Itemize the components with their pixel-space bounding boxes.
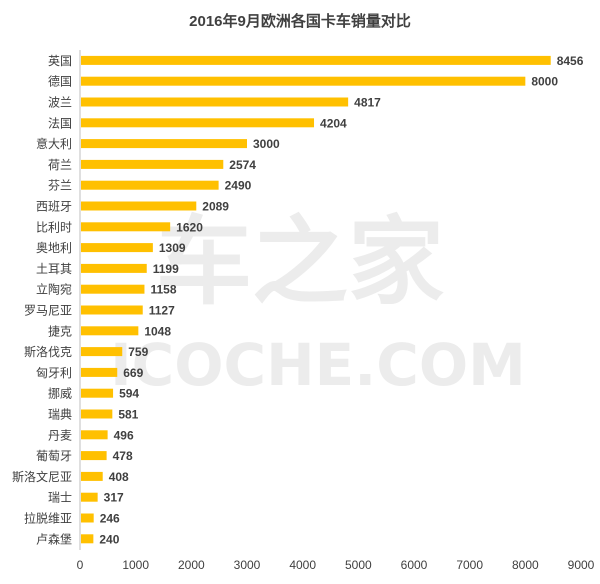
bar-value-label: 1158 xyxy=(150,283,176,297)
bar-value-label: 408 xyxy=(109,470,129,484)
x-axis-ticks: 0 1000 2000 3000 4000 5000 6000 7000 8000 9000 xyxy=(77,558,595,572)
bar-value-label: 2089 xyxy=(202,200,229,214)
x-tick-label: 1000 xyxy=(122,558,149,572)
bar-value-label: 1048 xyxy=(144,324,171,338)
category-label: 意大利 xyxy=(36,136,72,151)
bar xyxy=(81,367,118,377)
category-label: 斯洛文尼亚 xyxy=(12,469,72,484)
bar xyxy=(81,118,315,128)
category-label: 斯洛伐克 xyxy=(24,344,72,359)
bar-value-label: 246 xyxy=(100,512,120,526)
bar-value-label: 4817 xyxy=(354,96,381,110)
x-tick-label: 8000 xyxy=(512,558,539,572)
category-label: 德国 xyxy=(48,74,72,89)
bar xyxy=(81,76,526,86)
bar-value-label: 496 xyxy=(114,428,134,442)
category-label: 荷兰 xyxy=(48,158,72,172)
category-label: 卢森堡 xyxy=(36,531,72,546)
bar-value-label: 594 xyxy=(119,387,139,401)
category-label: 立陶宛 xyxy=(36,282,72,297)
bar-value-label: 759 xyxy=(128,345,148,359)
bar-value-label: 317 xyxy=(104,491,124,505)
bar-value-label: 240 xyxy=(99,532,119,546)
bar xyxy=(81,243,153,253)
bar xyxy=(81,534,94,544)
bar xyxy=(81,430,108,440)
bar xyxy=(81,305,143,315)
chart-title: 2016年9月欧洲各国卡车销量对比 xyxy=(189,12,411,30)
bar xyxy=(81,388,114,398)
category-label: 奥地利 xyxy=(36,241,72,255)
category-label: 捷克 xyxy=(48,324,72,338)
category-label: 瑞典 xyxy=(48,408,72,422)
bar xyxy=(81,97,349,107)
category-label: 葡萄牙 xyxy=(36,449,72,463)
x-tick-label: 4000 xyxy=(289,558,316,572)
watermark-line2: ICOCHE.COM xyxy=(110,331,526,399)
bar-value-label: 2490 xyxy=(225,179,252,193)
bar xyxy=(81,471,103,481)
category-label: 法国 xyxy=(48,116,72,130)
bar-value-label: 1620 xyxy=(176,220,203,234)
category-label: 挪威 xyxy=(48,387,72,401)
x-tick-label: 5000 xyxy=(345,558,372,572)
bar-value-label: 4204 xyxy=(320,116,347,130)
bar-value-label: 1199 xyxy=(153,262,179,276)
bar-value-label: 3000 xyxy=(253,137,280,151)
bar-value-label: 581 xyxy=(118,408,138,422)
category-label: 土耳其 xyxy=(36,262,72,276)
category-label: 丹麦 xyxy=(48,428,72,442)
watermark-line1: 车之家 xyxy=(156,206,444,318)
category-label: 瑞士 xyxy=(48,491,72,505)
bar-value-label: 1309 xyxy=(159,241,186,255)
bar xyxy=(81,263,147,273)
category-label: 芬兰 xyxy=(48,179,72,193)
x-tick-label: 3000 xyxy=(234,558,261,572)
bar xyxy=(81,347,123,357)
bar xyxy=(81,513,94,523)
bar xyxy=(81,492,98,502)
bar xyxy=(81,409,113,419)
x-tick-label: 2000 xyxy=(178,558,205,572)
watermark: 车之家 ICOCHE.COM xyxy=(110,206,526,399)
category-label: 比利时 xyxy=(36,220,72,234)
bar xyxy=(81,139,247,149)
category-label: 匈牙利 xyxy=(36,366,72,380)
bar-value-label: 669 xyxy=(123,366,143,380)
x-tick-label: 7000 xyxy=(456,558,483,572)
category-label: 英国 xyxy=(48,54,72,68)
bar xyxy=(81,55,551,65)
x-tick-label: 6000 xyxy=(401,558,428,572)
bar xyxy=(81,284,145,294)
category-label: 罗马尼亚 xyxy=(24,304,72,318)
bar xyxy=(81,201,197,211)
category-label: 波兰 xyxy=(48,96,72,110)
bar xyxy=(81,180,219,190)
bar-value-label: 1127 xyxy=(149,304,175,318)
bar-value-label: 478 xyxy=(113,449,133,463)
bar-value-label: 8456 xyxy=(557,54,584,68)
bar xyxy=(81,159,224,169)
bars-layer: 英国 8456 德国 8000 波兰 4817 法国 4204 意大利 3000 荷兰 2574 芬兰 2… xyxy=(12,54,584,546)
bar xyxy=(81,326,139,336)
bar xyxy=(81,451,107,461)
x-tick-label: 0 xyxy=(77,558,84,572)
category-label: 拉脱维亚 xyxy=(24,511,72,526)
category-label: 西班牙 xyxy=(36,200,72,214)
x-tick-label: 9000 xyxy=(568,558,595,572)
bar-value-label: 2574 xyxy=(229,158,256,172)
bar-value-label: 8000 xyxy=(531,75,558,89)
bar xyxy=(81,222,171,232)
